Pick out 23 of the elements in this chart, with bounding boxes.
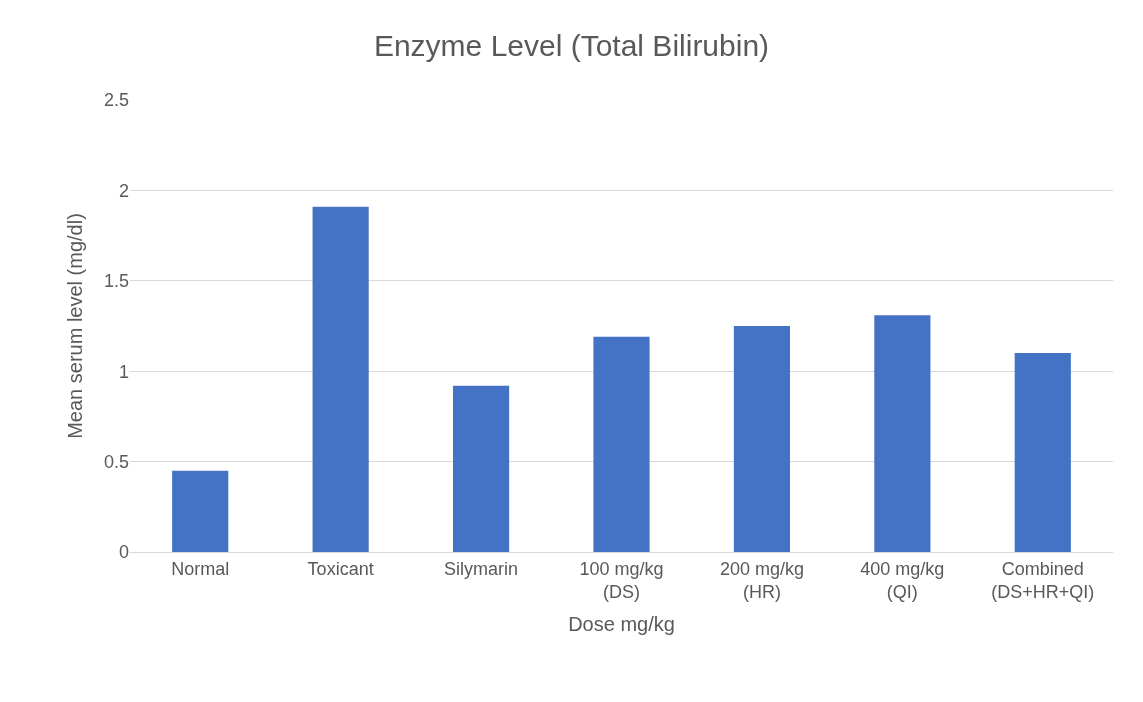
bar [593, 336, 650, 552]
bar [874, 315, 931, 552]
y-tick-label: 2 [118, 180, 129, 201]
y-tick-label: 0 [118, 542, 129, 563]
bar [312, 206, 369, 552]
bar [1014, 353, 1071, 552]
bar [172, 470, 229, 552]
x-tick-label: Combined (DS+HR+QI) [991, 558, 1095, 602]
x-tick-label: Normal [171, 558, 230, 579]
x-tick-label: 400 mg/kg (QI) [860, 558, 945, 602]
y-tick-label: 2.5 [103, 90, 129, 111]
chart-title: Enzyme Level (Total Bilirubin) [373, 29, 770, 63]
x-tick-label: Silymarin [444, 558, 519, 579]
x-tick-label: 200 mg/kg (HR) [719, 558, 804, 602]
x-tick-label: 100 mg/kg (DS) [579, 558, 664, 602]
y-tick-label: 0.5 [103, 451, 129, 472]
y-axis-title: Mean serum level (mg/dl) [64, 213, 87, 439]
y-tick-label: 1 [118, 361, 129, 382]
bar [452, 385, 510, 552]
x-axis-title: Dose mg/kg [568, 612, 675, 635]
bar [733, 326, 791, 552]
x-tick-label: Toxicant [307, 558, 374, 579]
y-tick-label: 1.5 [103, 271, 129, 292]
